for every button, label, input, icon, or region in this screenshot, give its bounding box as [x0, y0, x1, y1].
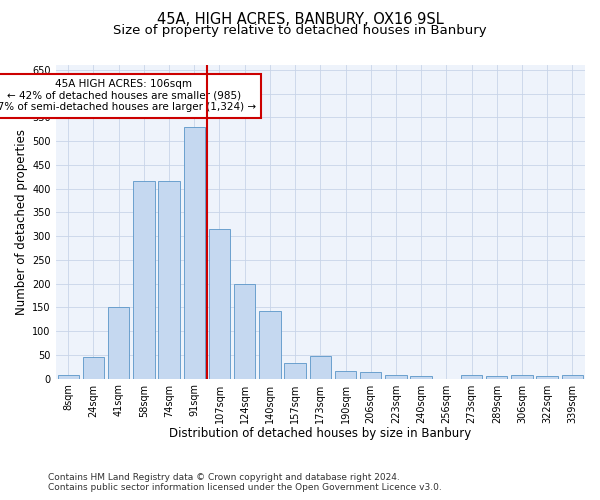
Bar [486, 376, 508, 378]
Bar [461, 376, 482, 378]
Bar [310, 356, 331, 378]
Bar [284, 363, 306, 378]
Bar [209, 229, 230, 378]
Bar [511, 376, 533, 378]
Text: Size of property relative to detached houses in Banbury: Size of property relative to detached ho… [113, 24, 487, 37]
Text: Contains public sector information licensed under the Open Government Licence v3: Contains public sector information licen… [48, 484, 442, 492]
Bar [562, 376, 583, 378]
Bar [234, 284, 256, 378]
Bar [108, 308, 130, 378]
Bar [58, 375, 79, 378]
X-axis label: Distribution of detached houses by size in Banbury: Distribution of detached houses by size … [169, 427, 472, 440]
Bar [259, 310, 281, 378]
Text: Contains HM Land Registry data © Crown copyright and database right 2024.: Contains HM Land Registry data © Crown c… [48, 472, 400, 482]
Bar [133, 182, 155, 378]
Y-axis label: Number of detached properties: Number of detached properties [15, 129, 28, 315]
Bar [83, 357, 104, 378]
Bar [184, 127, 205, 378]
Bar [335, 372, 356, 378]
Bar [385, 376, 407, 378]
Text: 45A, HIGH ACRES, BANBURY, OX16 9SL: 45A, HIGH ACRES, BANBURY, OX16 9SL [157, 12, 443, 28]
Bar [410, 376, 432, 378]
Text: 45A HIGH ACRES: 106sqm
← 42% of detached houses are smaller (985)
57% of semi-de: 45A HIGH ACRES: 106sqm ← 42% of detached… [0, 80, 256, 112]
Bar [536, 376, 558, 378]
Bar [158, 182, 180, 378]
Bar [360, 372, 382, 378]
